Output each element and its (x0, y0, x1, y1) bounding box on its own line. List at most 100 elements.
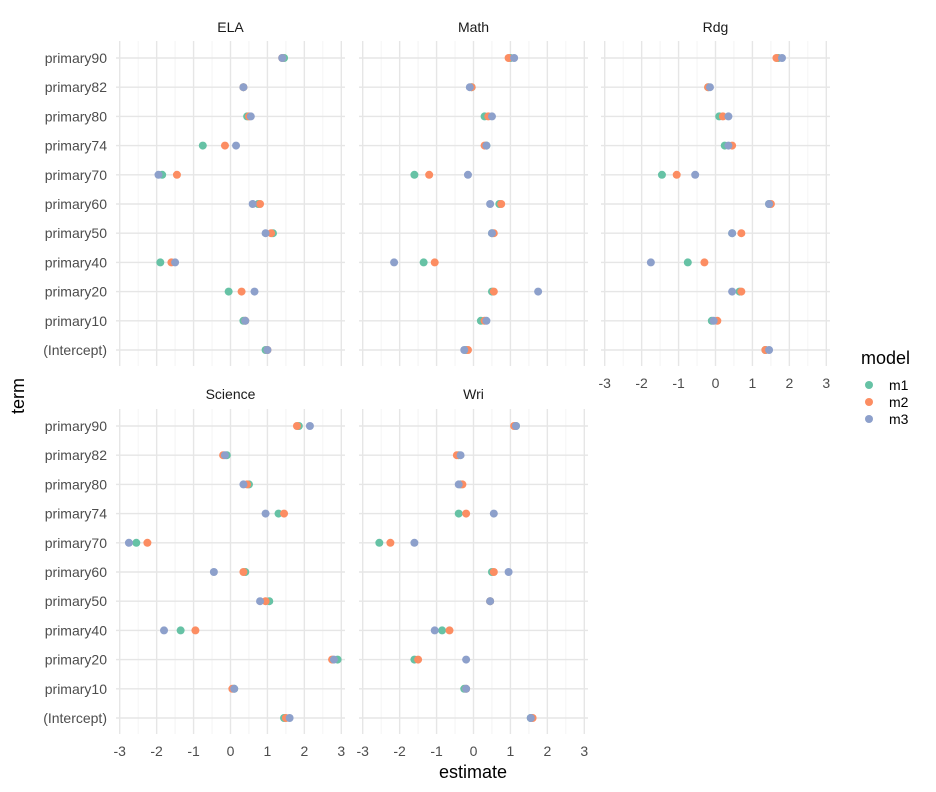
data-point-m1 (657, 170, 666, 179)
data-point-m2 (700, 258, 709, 267)
data-point-m3 (724, 112, 733, 121)
legend-key-m3 (865, 415, 873, 423)
data-point-m3 (248, 200, 257, 208)
legend-label-m3: m3 (889, 411, 909, 427)
data-point-m3 (239, 83, 248, 92)
legend-label-m2: m2 (889, 394, 909, 410)
data-point-m2 (143, 538, 152, 547)
data-point-m3 (430, 626, 439, 635)
data-point-m2 (267, 229, 276, 238)
data-point-m3 (154, 170, 163, 179)
data-point-m2 (497, 200, 506, 208)
data-point-m2 (718, 112, 727, 121)
facet-strip-label: Science (206, 386, 256, 402)
x-tick-label: 2 (300, 743, 308, 759)
data-point-m1 (224, 287, 233, 296)
data-point-m3 (487, 112, 496, 121)
data-point-m2 (220, 141, 229, 150)
data-point-m3 (230, 684, 239, 693)
data-point-m3 (487, 229, 496, 238)
data-point-m2 (772, 54, 781, 62)
y-tick-label: (Intercept) (43, 342, 107, 358)
data-point-m2 (425, 170, 434, 179)
data-point-m3 (456, 451, 465, 460)
data-point-m1 (156, 258, 165, 267)
data-point-m2 (292, 422, 301, 430)
data-point-m3 (256, 597, 265, 606)
x-tick-label: 0 (712, 375, 720, 391)
data-point-m3 (278, 54, 287, 62)
facet-strip-label: Wri (463, 386, 484, 402)
data-point-m3 (285, 714, 294, 722)
legend-label-m1: m1 (889, 377, 909, 393)
data-point-m2 (430, 258, 439, 267)
y-tick-label: primary10 (45, 681, 107, 697)
data-point-m3 (728, 287, 737, 296)
data-point-m2 (445, 626, 454, 635)
data-point-m2 (172, 170, 181, 179)
data-point-m3 (241, 316, 250, 325)
facet-strip-label: Math (458, 19, 489, 35)
data-point-m3 (486, 597, 495, 606)
data-point-m3 (209, 568, 218, 576)
data-point-m3 (239, 480, 248, 489)
y-tick-label: primary20 (45, 284, 107, 300)
data-point-m1 (438, 626, 447, 635)
data-point-m2 (237, 287, 246, 296)
y-tick-label: primary90 (45, 50, 107, 66)
data-point-m3 (160, 626, 169, 635)
data-point-m2 (489, 287, 498, 296)
data-point-m3 (709, 316, 718, 325)
data-point-m1 (419, 258, 428, 267)
data-point-m3 (728, 229, 737, 238)
data-point-m2 (462, 509, 471, 518)
data-point-m1 (132, 538, 141, 547)
data-point-m3 (261, 509, 270, 518)
y-tick-label: primary10 (45, 313, 107, 329)
data-point-m3 (232, 141, 241, 150)
facet-strip-label: ELA (217, 19, 244, 35)
data-point-m2 (239, 568, 248, 576)
x-tick-label: 1 (507, 743, 515, 759)
data-point-m2 (256, 200, 265, 208)
facet-strip-label: Rdg (703, 19, 729, 35)
data-point-m2 (504, 54, 513, 62)
y-tick-label: (Intercept) (43, 710, 107, 726)
data-point-m1 (410, 170, 419, 179)
y-axis-title: term (8, 378, 28, 414)
labels-layer: ELA primary90 primary82 primary80 primary74 p… (43, 19, 830, 759)
y-tick-label: primary40 (45, 254, 107, 270)
x-tick-label: -2 (393, 743, 406, 759)
data-point-m1 (454, 509, 463, 518)
data-point-m3 (124, 538, 133, 547)
data-point-m3 (646, 258, 655, 267)
x-tick-label: -1 (672, 375, 685, 391)
data-point-m2 (280, 509, 289, 518)
points-layer (124, 54, 786, 722)
legend-key-m2 (865, 398, 873, 406)
y-tick-label: primary90 (45, 418, 107, 434)
data-point-m3 (504, 568, 513, 576)
data-point-m3 (724, 141, 733, 150)
data-point-m3 (489, 509, 498, 518)
data-point-m3 (305, 422, 314, 430)
y-tick-label: primary70 (45, 167, 107, 183)
x-tick-label: 1 (749, 375, 757, 391)
data-point-m3 (510, 54, 519, 62)
data-point-m3 (705, 83, 714, 92)
data-point-m2 (386, 538, 395, 547)
x-tick-label: -2 (150, 743, 163, 759)
data-point-m3 (765, 200, 774, 208)
data-point-m3 (777, 54, 786, 62)
y-tick-label: primary74 (45, 506, 107, 522)
legend-title: model (861, 348, 910, 368)
y-tick-label: primary82 (45, 447, 107, 463)
x-tick-label: 2 (785, 375, 793, 391)
data-point-m3 (454, 480, 463, 489)
x-tick-label: -1 (187, 743, 200, 759)
x-tick-label: 3 (580, 743, 588, 759)
data-point-m3 (171, 258, 180, 267)
data-point-m1 (176, 626, 185, 635)
y-tick-label: primary50 (45, 593, 107, 609)
